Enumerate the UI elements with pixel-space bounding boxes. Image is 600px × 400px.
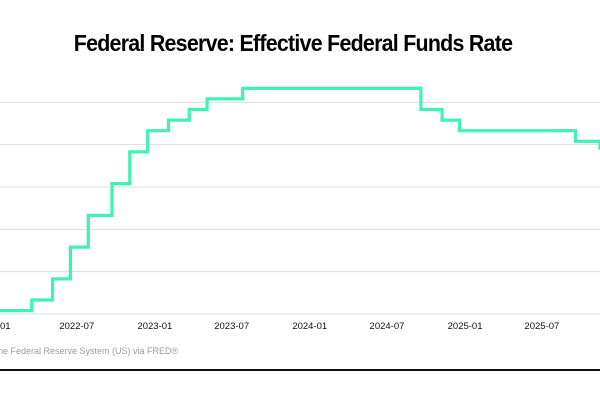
x-tick-label: 2023-01 [137,321,172,332]
series-line-effective-fed-funds-rate [0,86,600,313]
x-axis-tick-labels: 01 2022-07 2023-01 2023-07 2024-01 2024-07 202… [0,321,559,332]
chart-series [0,86,600,313]
x-tick-label: 2024-07 [370,321,405,332]
bottom-divider [0,369,600,371]
x-tick-label: 2024-01 [292,321,327,332]
chart-gridlines [0,101,600,315]
x-tick-label: 2022-07 [59,321,94,332]
chart-title: Federal Reserve: Effective Federal Funds… [73,30,513,56]
source-note: he Federal Reserve System (US) via FRED® [0,346,179,356]
x-tick-label: 01 [0,321,11,332]
x-tick-label: 2023-07 [214,321,249,332]
x-tick-label: 2025-07 [524,321,559,332]
x-tick-label: 2025-01 [448,321,483,332]
